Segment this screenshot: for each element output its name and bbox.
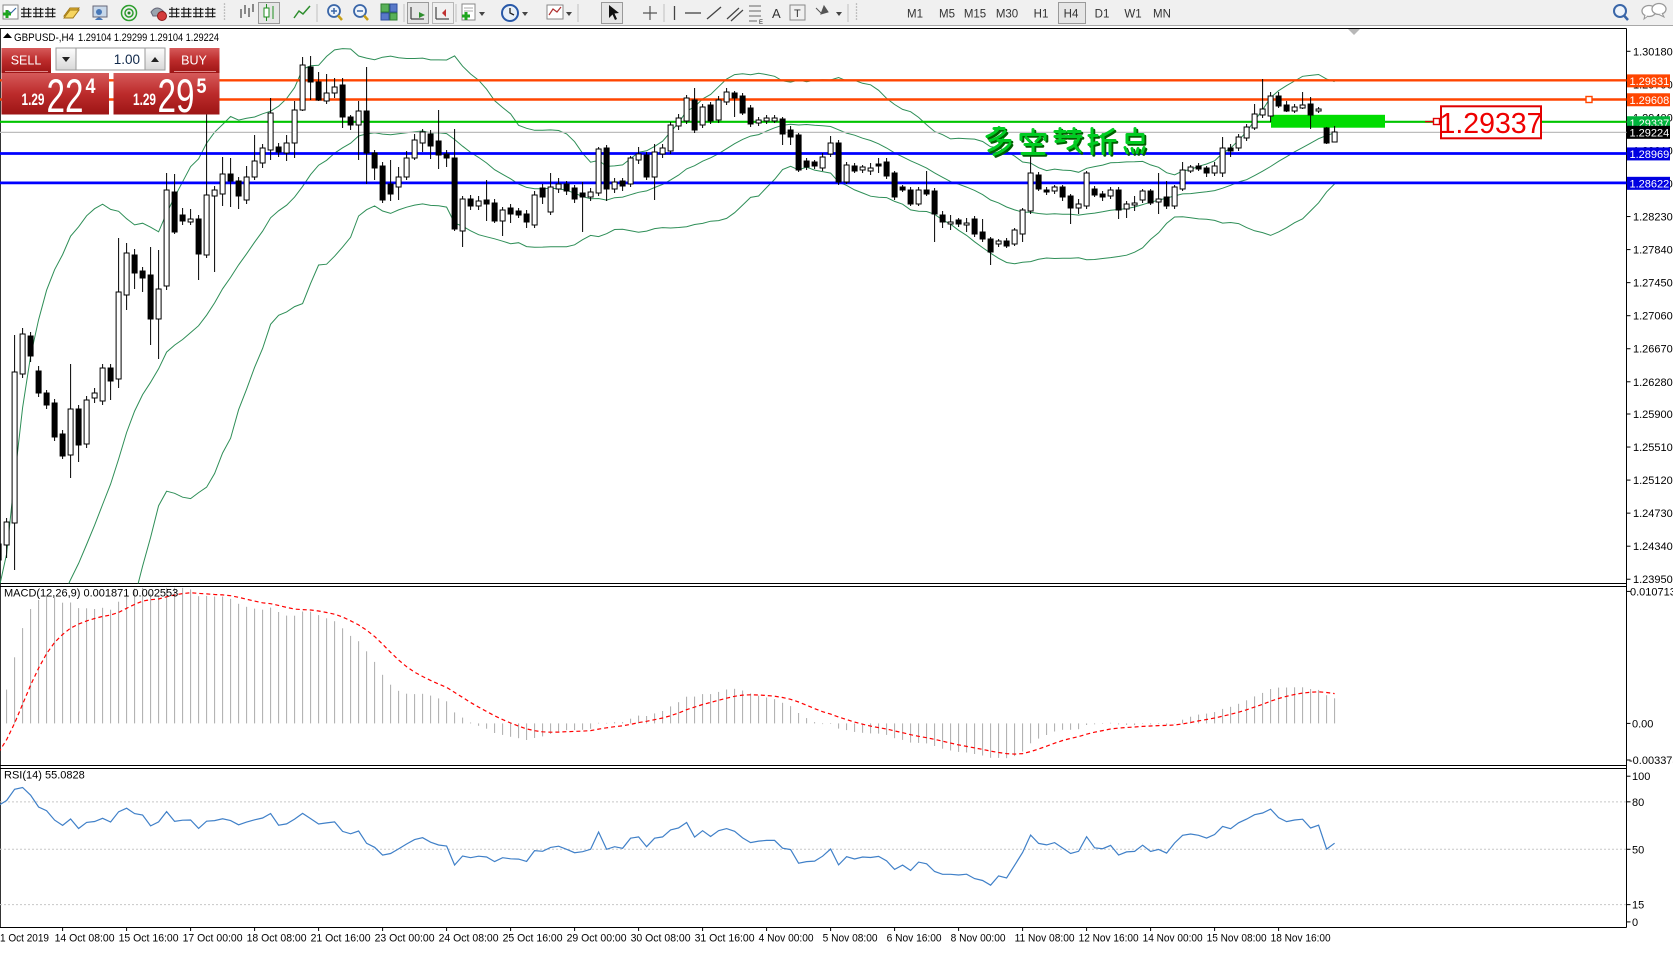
svg-text:0: 0: [1632, 917, 1638, 929]
svg-text:100: 100: [1632, 771, 1650, 783]
svg-text:A: A: [772, 6, 781, 21]
svg-text:1.29337: 1.29337: [1439, 108, 1542, 140]
svg-text:M1: M1: [907, 9, 923, 21]
svg-text:15: 15: [1632, 900, 1644, 912]
svg-text:1.28622: 1.28622: [1630, 179, 1670, 191]
svg-text:E: E: [759, 20, 763, 26]
svg-text:1.29104 1.29299 1.29104 1.2922: 1.29104 1.29299 1.29104 1.29224: [78, 32, 219, 44]
svg-text:1.25900: 1.25900: [1633, 409, 1673, 421]
svg-text:1 Oct 2019: 1 Oct 2019: [0, 933, 49, 945]
svg-text:21 Oct 16:00: 21 Oct 16:00: [311, 933, 371, 945]
svg-text:29 Oct 00:00: 29 Oct 00:00: [567, 933, 627, 945]
svg-text:1.25510: 1.25510: [1633, 442, 1673, 454]
svg-text:T: T: [794, 8, 801, 20]
svg-text:80: 80: [1632, 797, 1644, 809]
svg-text:D1: D1: [1095, 9, 1110, 21]
svg-text:1.27060: 1.27060: [1633, 311, 1673, 323]
svg-text:W1: W1: [1124, 9, 1141, 21]
svg-text:1.29: 1.29: [22, 91, 45, 109]
svg-text:23 Oct 00:00: 23 Oct 00:00: [375, 933, 435, 945]
svg-text:6 Nov 16:00: 6 Nov 16:00: [887, 933, 942, 945]
svg-text:31 Oct 16:00: 31 Oct 16:00: [695, 933, 755, 945]
svg-text:M5: M5: [939, 9, 955, 21]
svg-text:1.00: 1.00: [114, 52, 140, 67]
svg-text:1.30180: 1.30180: [1633, 46, 1673, 58]
svg-text:5: 5: [197, 75, 207, 98]
svg-text:1.26670: 1.26670: [1633, 344, 1673, 356]
svg-text:22: 22: [47, 69, 84, 122]
svg-text:14 Nov 00:00: 14 Nov 00:00: [1143, 933, 1203, 945]
svg-text:18 Nov 16:00: 18 Nov 16:00: [1271, 933, 1331, 945]
svg-text:GBPUSD-,H4: GBPUSD-,H4: [14, 32, 74, 44]
svg-text:RSI(14) 55.0828: RSI(14) 55.0828: [4, 770, 85, 782]
svg-text:1.26280: 1.26280: [1633, 377, 1673, 389]
svg-text:BUY: BUY: [181, 54, 207, 68]
svg-text:29: 29: [158, 69, 195, 122]
svg-text:11 Nov 08:00: 11 Nov 08:00: [1015, 933, 1075, 945]
svg-text:5 Nov 08:00: 5 Nov 08:00: [823, 933, 878, 945]
svg-text:SELL: SELL: [11, 54, 42, 68]
svg-text:15 Nov 08:00: 15 Nov 08:00: [1207, 933, 1267, 945]
svg-text:1.29224: 1.29224: [1630, 128, 1670, 140]
svg-text:0.010713: 0.010713: [1630, 586, 1673, 598]
svg-text:1.29608: 1.29608: [1630, 95, 1670, 107]
svg-text:1.27840: 1.27840: [1633, 245, 1673, 257]
svg-text:8 Nov 00:00: 8 Nov 00:00: [951, 933, 1006, 945]
svg-text:17 Oct 00:00: 17 Oct 00:00: [183, 933, 243, 945]
svg-text:MACD(12,26,9) 0.001871 0.00255: MACD(12,26,9) 0.001871 0.002553: [4, 588, 178, 600]
svg-text:1.28969: 1.28969: [1630, 149, 1670, 161]
svg-text:-0.003373: -0.003373: [1629, 755, 1673, 767]
svg-text:1.29: 1.29: [133, 91, 156, 109]
svg-text:H1: H1: [1034, 9, 1049, 21]
svg-text:1.29831: 1.29831: [1630, 76, 1670, 88]
svg-text:M30: M30: [996, 9, 1018, 21]
svg-text:4 Nov 00:00: 4 Nov 00:00: [759, 933, 814, 945]
svg-text:50: 50: [1632, 844, 1644, 856]
svg-text:1.27450: 1.27450: [1633, 278, 1673, 290]
svg-text:0.00: 0.00: [1632, 718, 1653, 730]
svg-text:1.24730: 1.24730: [1633, 508, 1673, 520]
svg-text:1.28230: 1.28230: [1633, 212, 1673, 224]
svg-text:M15: M15: [964, 9, 986, 21]
svg-text:24 Oct 08:00: 24 Oct 08:00: [439, 933, 499, 945]
svg-text:1.25120: 1.25120: [1633, 475, 1673, 487]
svg-text:14 Oct 08:00: 14 Oct 08:00: [55, 933, 115, 945]
svg-text:4: 4: [86, 75, 96, 98]
svg-text:H4: H4: [1064, 9, 1079, 21]
svg-text:12 Nov 16:00: 12 Nov 16:00: [1079, 933, 1139, 945]
svg-text:MN: MN: [1153, 9, 1171, 21]
svg-text:15 Oct 16:00: 15 Oct 16:00: [119, 933, 179, 945]
svg-text:1.23950: 1.23950: [1633, 574, 1673, 586]
svg-text:30 Oct 08:00: 30 Oct 08:00: [631, 933, 691, 945]
svg-text:25 Oct 16:00: 25 Oct 16:00: [503, 933, 563, 945]
svg-text:1.24340: 1.24340: [1633, 541, 1673, 553]
svg-text:18 Oct 08:00: 18 Oct 08:00: [247, 933, 307, 945]
